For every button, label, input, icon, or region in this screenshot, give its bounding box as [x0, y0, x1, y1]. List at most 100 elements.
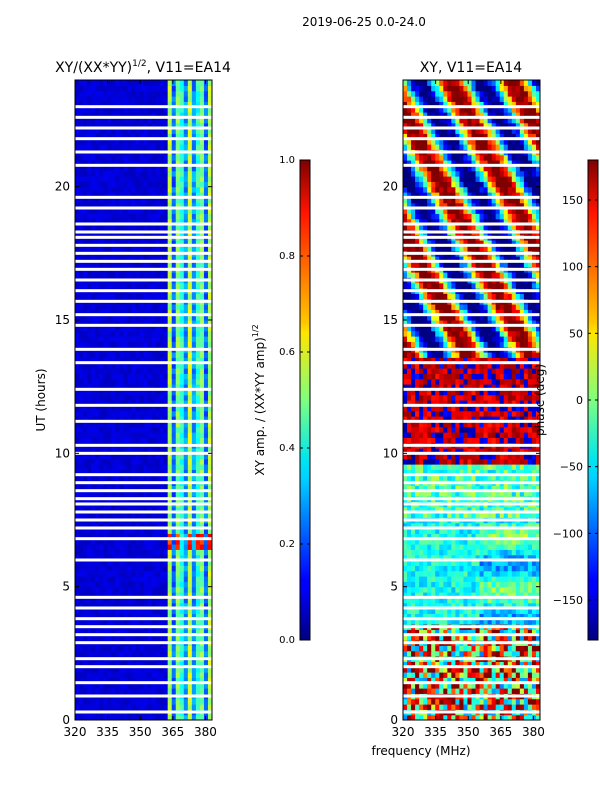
amplitude-cell	[131, 368, 137, 374]
amplitude-cell	[107, 106, 112, 113]
phase-cell	[487, 672, 493, 678]
amplitude-cell	[111, 506, 116, 513]
phase-cell	[471, 613, 477, 620]
amplitude-cell	[175, 170, 181, 177]
amplitude-cell	[207, 245, 212, 252]
amplitude-cell	[183, 629, 189, 636]
amplitude-cell	[183, 458, 189, 465]
amplitude-cell	[131, 586, 137, 593]
amplitude-cell	[155, 629, 161, 636]
amplitude-cell	[95, 101, 100, 108]
amplitude-cell	[183, 304, 189, 310]
amplitude-cell	[83, 586, 88, 593]
amplitude-cell	[131, 672, 137, 678]
amplitude-cell	[127, 602, 133, 609]
amplitude-cell	[191, 661, 197, 668]
amplitude-cell	[143, 240, 149, 246]
amplitude-cell	[147, 597, 153, 604]
phase-cell	[435, 688, 440, 694]
amplitude-cell	[135, 549, 141, 556]
phase-cell	[451, 597, 456, 604]
amplitude-cell	[119, 549, 124, 556]
amplitude-cell	[195, 96, 201, 102]
phase-cell	[495, 613, 501, 620]
phase-cell	[411, 698, 416, 705]
amplitude-cell	[87, 592, 92, 598]
amplitude-cell	[131, 474, 137, 481]
phase-cell	[451, 682, 456, 689]
amplitude-cell	[135, 666, 141, 673]
amplitude-cell	[95, 464, 100, 470]
amplitude-cell	[183, 160, 189, 166]
phase-cell	[431, 672, 436, 678]
amplitude-cell	[79, 394, 84, 401]
amplitude-cell	[203, 293, 209, 300]
amplitude-cell	[131, 432, 137, 438]
amplitude-cell	[147, 704, 153, 710]
amplitude-cell	[195, 602, 201, 609]
amplitude-cell	[115, 165, 120, 172]
amplitude-cell	[171, 613, 177, 620]
amplitude-cell	[183, 565, 189, 572]
phase-cell	[527, 602, 533, 609]
phase-cell	[467, 677, 473, 684]
amplitude-cell	[139, 309, 145, 316]
amplitude-cell	[135, 144, 141, 150]
amplitude-cell	[203, 549, 209, 556]
amplitude-cell	[83, 469, 88, 476]
amplitude-cell	[127, 581, 133, 588]
amplitude-cell	[111, 485, 116, 492]
amplitude-cell	[163, 186, 169, 193]
flagged-gap	[75, 518, 212, 522]
phase-cell	[503, 688, 509, 694]
amplitude-cell	[91, 405, 96, 412]
phase-cell	[439, 602, 444, 609]
amplitude-cell	[115, 106, 120, 113]
amplitude-cell	[119, 320, 124, 326]
phase-cell	[407, 608, 412, 614]
amplitude-cell	[107, 293, 112, 300]
amplitude-cell	[159, 688, 165, 694]
amplitude-cell	[195, 309, 201, 316]
amplitude-cell	[87, 688, 92, 694]
phase-cell	[527, 597, 533, 604]
amplitude-cell	[147, 293, 153, 300]
amplitude-cell	[203, 544, 209, 550]
amplitude-cell	[111, 368, 116, 374]
amplitude-cell	[119, 602, 124, 609]
amplitude-cell	[159, 645, 165, 652]
phase-cell	[491, 618, 497, 625]
amplitude-cell	[111, 544, 116, 550]
phase-cell	[443, 650, 448, 657]
amplitude-cell	[143, 96, 149, 102]
amplitude-cell	[207, 570, 212, 577]
amplitude-cell	[127, 170, 133, 177]
phase-cell	[459, 592, 465, 598]
phase-cell	[439, 688, 444, 694]
phase-cell	[435, 581, 440, 588]
amplitude-cell	[179, 202, 185, 209]
amplitude-cell	[123, 554, 128, 561]
phase-cell	[491, 645, 497, 652]
amplitude-cell	[75, 208, 80, 214]
amplitude-cell	[139, 666, 145, 673]
amplitude-cell	[183, 549, 189, 556]
phase-cell	[495, 597, 501, 604]
amplitude-cell	[139, 314, 145, 321]
amplitude-cell	[111, 309, 116, 316]
amplitude-cell	[199, 634, 205, 641]
amplitude-cell	[159, 416, 165, 422]
amplitude-cell	[199, 106, 205, 113]
amplitude-cell	[91, 666, 96, 673]
phase-cell	[507, 688, 513, 694]
phase-cell	[487, 645, 493, 652]
amplitude-cell	[127, 208, 133, 214]
amplitude-cell	[147, 192, 153, 198]
amplitude-cell	[175, 90, 181, 97]
amplitude-cell	[139, 128, 145, 134]
amplitude-cell	[79, 368, 84, 374]
amplitude-cell	[163, 661, 169, 668]
phase-cell	[455, 613, 461, 620]
amplitude-cell	[191, 554, 197, 561]
amplitude-cell	[107, 154, 112, 161]
